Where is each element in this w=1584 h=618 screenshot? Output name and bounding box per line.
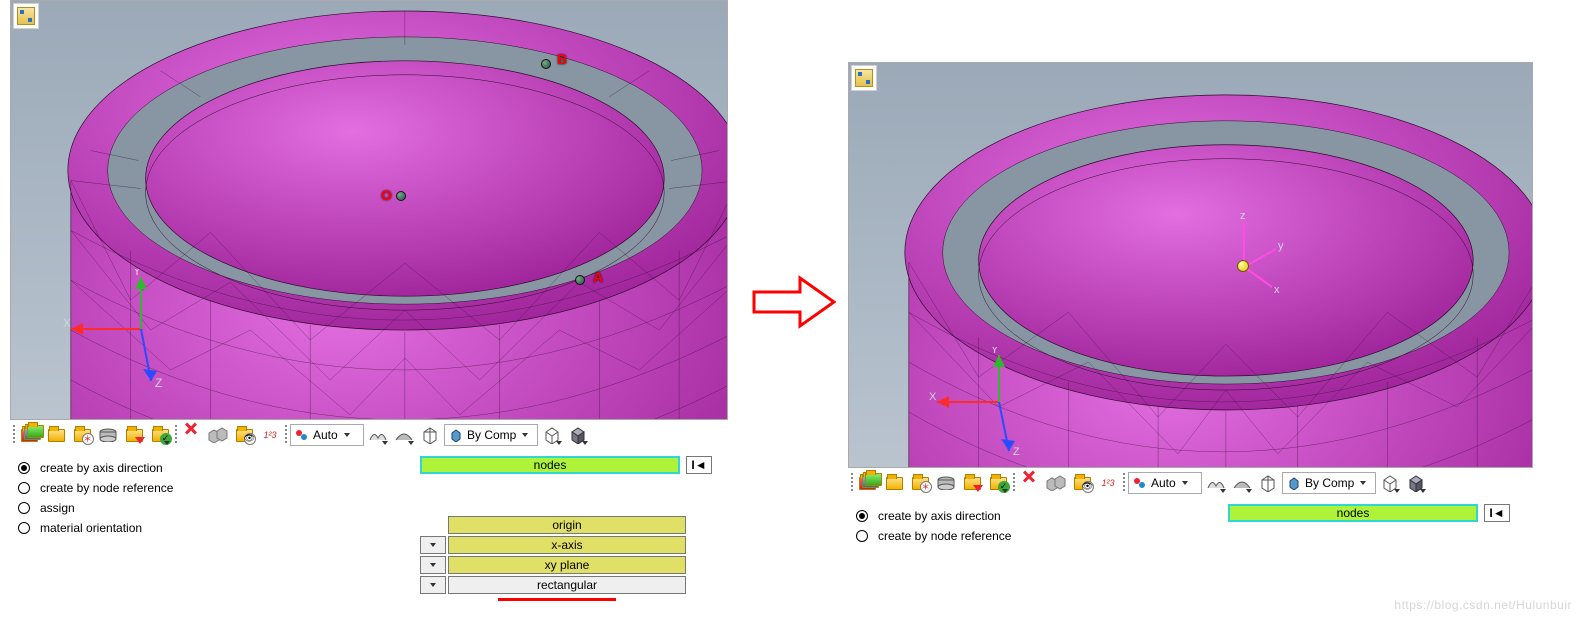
bycomp-label: By Comp xyxy=(467,428,516,442)
mesh-cylinder xyxy=(11,1,727,420)
viewport-left[interactable]: O B A X Y Z xyxy=(10,0,728,420)
chevron-down-icon xyxy=(1360,481,1366,485)
folder-multi-icon[interactable] xyxy=(18,423,42,447)
chevron-down-icon xyxy=(522,433,528,437)
radio-label: create by axis direction xyxy=(878,509,1001,523)
folder-check-icon[interactable]: ✓ xyxy=(148,423,172,447)
wireframe-cube-icon[interactable] xyxy=(1256,471,1280,495)
viewport-right[interactable]: z y x X Y Z xyxy=(848,62,1533,468)
delete-x-icon[interactable] xyxy=(1018,471,1042,495)
disk-icon[interactable] xyxy=(934,471,958,495)
folder-check-icon[interactable]: ✓ xyxy=(986,471,1010,495)
options-right: create by axis direction create by node … xyxy=(848,498,1533,558)
radio-material-orient[interactable] xyxy=(18,522,30,534)
panel-left: O B A X Y Z xyxy=(10,0,728,610)
xyplane-arrow-button[interactable] xyxy=(420,556,446,574)
radio-create-axis[interactable] xyxy=(856,510,868,522)
radio-label: create by axis direction xyxy=(40,461,163,475)
radio-label: assign xyxy=(40,501,75,515)
ghost-cubes-icon[interactable] xyxy=(206,423,230,447)
toolbar-sep xyxy=(174,423,178,447)
red-underline xyxy=(498,598,616,601)
surface-shade2-icon[interactable] xyxy=(1230,471,1254,495)
surface-shade-icon[interactable] xyxy=(366,423,390,447)
disk-icon[interactable] xyxy=(96,423,120,447)
anno-a: A xyxy=(593,269,603,285)
folder-eye-icon[interactable]: 👁 xyxy=(232,423,256,447)
origin-button[interactable]: origin xyxy=(448,516,686,534)
shaded-cube-icon[interactable] xyxy=(566,423,590,447)
radio-row[interactable]: create by node reference xyxy=(856,526,1529,546)
radio-row[interactable]: create by node reference xyxy=(18,478,724,498)
auto-label: Auto xyxy=(313,428,338,442)
folder-new-icon[interactable]: ＊ xyxy=(908,471,932,495)
radio-assign[interactable] xyxy=(18,502,30,514)
radio-label: create by node reference xyxy=(40,481,173,495)
chevron-down-icon xyxy=(1182,481,1188,485)
panel-right: z y x X Y Z ＊ xyxy=(848,62,1533,558)
folder-multi-icon[interactable] xyxy=(856,471,880,495)
surface-shade2-icon[interactable] xyxy=(392,423,416,447)
folder-eye-icon[interactable]: 👁 xyxy=(1070,471,1094,495)
xaxis-button[interactable]: x-axis xyxy=(448,536,686,554)
nodes-button[interactable]: nodes xyxy=(1228,504,1478,522)
rect-arrow-button[interactable] xyxy=(420,576,446,594)
ghost-cubes-icon[interactable] xyxy=(1044,471,1068,495)
toolbar-left: ＊ ✓ 👁 1²3 Auto By Comp xyxy=(10,420,728,450)
node-b-dot xyxy=(541,59,551,69)
shaded-cube-icon[interactable] xyxy=(1404,471,1428,495)
folder-new-icon[interactable]: ＊ xyxy=(70,423,94,447)
bycomp-dropdown[interactable]: By Comp xyxy=(1282,472,1376,494)
radio-label: material orientation xyxy=(40,521,142,535)
options-left: create by axis direction create by node … xyxy=(10,450,728,610)
nodes-button[interactable]: nodes xyxy=(420,456,680,474)
delete-x-icon[interactable] xyxy=(180,423,204,447)
xyplane-button[interactable]: xy plane xyxy=(448,556,686,574)
numbers-123-icon[interactable]: 1²3 xyxy=(258,423,282,447)
folder-open-icon[interactable] xyxy=(882,471,906,495)
radio-row[interactable]: assign xyxy=(18,498,724,518)
numbers-123-icon[interactable]: 1²3 xyxy=(1096,471,1120,495)
toolbar-sep xyxy=(1012,471,1016,495)
wireframe-cube2-icon[interactable] xyxy=(540,423,564,447)
watermark: https://blog.csdn.net/Hulunbuir xyxy=(1394,598,1572,612)
toolbar-grip[interactable] xyxy=(12,423,16,447)
wireframe-cube2-icon[interactable] xyxy=(1378,471,1402,495)
rewind-button[interactable]: I◄ xyxy=(1484,504,1510,522)
node-o-dot xyxy=(396,191,406,201)
auto-label: Auto xyxy=(1151,476,1176,490)
folder-open-icon[interactable] xyxy=(44,423,68,447)
xaxis-arrow-button[interactable] xyxy=(420,536,446,554)
radio-create-noderef[interactable] xyxy=(18,482,30,494)
wireframe-cube-icon[interactable] xyxy=(418,423,442,447)
anno-o: O xyxy=(381,187,392,203)
toolbar-right: ＊ ✓ 👁 1²3 Auto By Comp xyxy=(848,468,1533,498)
radio-create-noderef[interactable] xyxy=(856,530,868,542)
radio-create-axis[interactable] xyxy=(18,462,30,474)
auto-dropdown[interactable]: Auto xyxy=(290,424,364,446)
bycomp-dropdown[interactable]: By Comp xyxy=(444,424,538,446)
rect-button[interactable]: rectangular xyxy=(448,576,686,594)
rewind-button[interactable]: I◄ xyxy=(686,456,712,474)
toolbar-sep-2 xyxy=(284,423,288,447)
surface-shade-icon[interactable] xyxy=(1204,471,1228,495)
anno-b: B xyxy=(557,51,567,67)
toolbar-sep-2 xyxy=(1122,471,1126,495)
auto-dropdown[interactable]: Auto xyxy=(1128,472,1202,494)
big-arrow-icon xyxy=(752,275,836,329)
chevron-down-icon xyxy=(344,433,350,437)
toolbar-grip[interactable] xyxy=(850,471,854,495)
node-a-dot xyxy=(575,275,585,285)
folder-down-red-icon[interactable] xyxy=(960,471,984,495)
folder-down-red-icon[interactable] xyxy=(122,423,146,447)
bycomp-label: By Comp xyxy=(1305,476,1354,490)
radio-label: create by node reference xyxy=(878,529,1011,543)
mesh-cylinder xyxy=(849,63,1532,468)
